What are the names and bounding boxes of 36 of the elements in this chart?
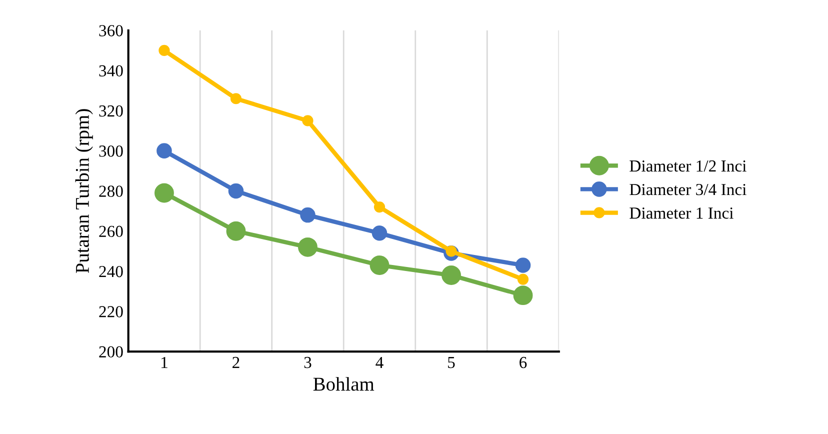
x-tick-label: 3	[304, 356, 312, 368]
x-tick-label: 4	[376, 356, 384, 368]
legend-label: Diameter 1 Inci	[630, 208, 734, 219]
y-tick-label: 280	[99, 186, 123, 197]
point	[226, 221, 246, 241]
y-tick-label: 320	[99, 105, 123, 117]
y-tick-label: 200	[99, 346, 123, 358]
point	[156, 143, 172, 158]
y-tick-label: 260	[99, 226, 123, 238]
y-tick-label: 300	[99, 146, 123, 157]
x-tick-label: 6	[520, 356, 527, 368]
legend-label: Diameter 1/2 Inci	[630, 160, 746, 172]
x-tick-label: 1	[162, 356, 168, 368]
y-tick-label: 360	[99, 25, 123, 36]
point	[370, 256, 390, 275]
point	[515, 258, 531, 273]
point	[517, 274, 529, 285]
x-tick-label: 5	[448, 357, 455, 368]
point	[228, 183, 244, 199]
point	[158, 44, 170, 56]
point	[154, 183, 174, 203]
point	[374, 201, 386, 213]
point	[372, 225, 388, 241]
y-axis-title: Putaran Turbin (rpm)	[75, 109, 93, 274]
point	[298, 237, 318, 257]
legend-label: Diameter 3/4 Inci	[630, 184, 746, 196]
x-axis-title: Bohlam	[313, 377, 374, 391]
x-tick-label: 2	[232, 356, 240, 368]
point	[302, 115, 314, 126]
point	[442, 266, 461, 285]
y-tick-label: 340	[99, 65, 123, 76]
y-tick-label: 240	[99, 266, 123, 278]
point	[230, 93, 242, 104]
point	[513, 286, 533, 306]
point	[300, 207, 316, 223]
y-tick-label: 220	[99, 306, 123, 318]
